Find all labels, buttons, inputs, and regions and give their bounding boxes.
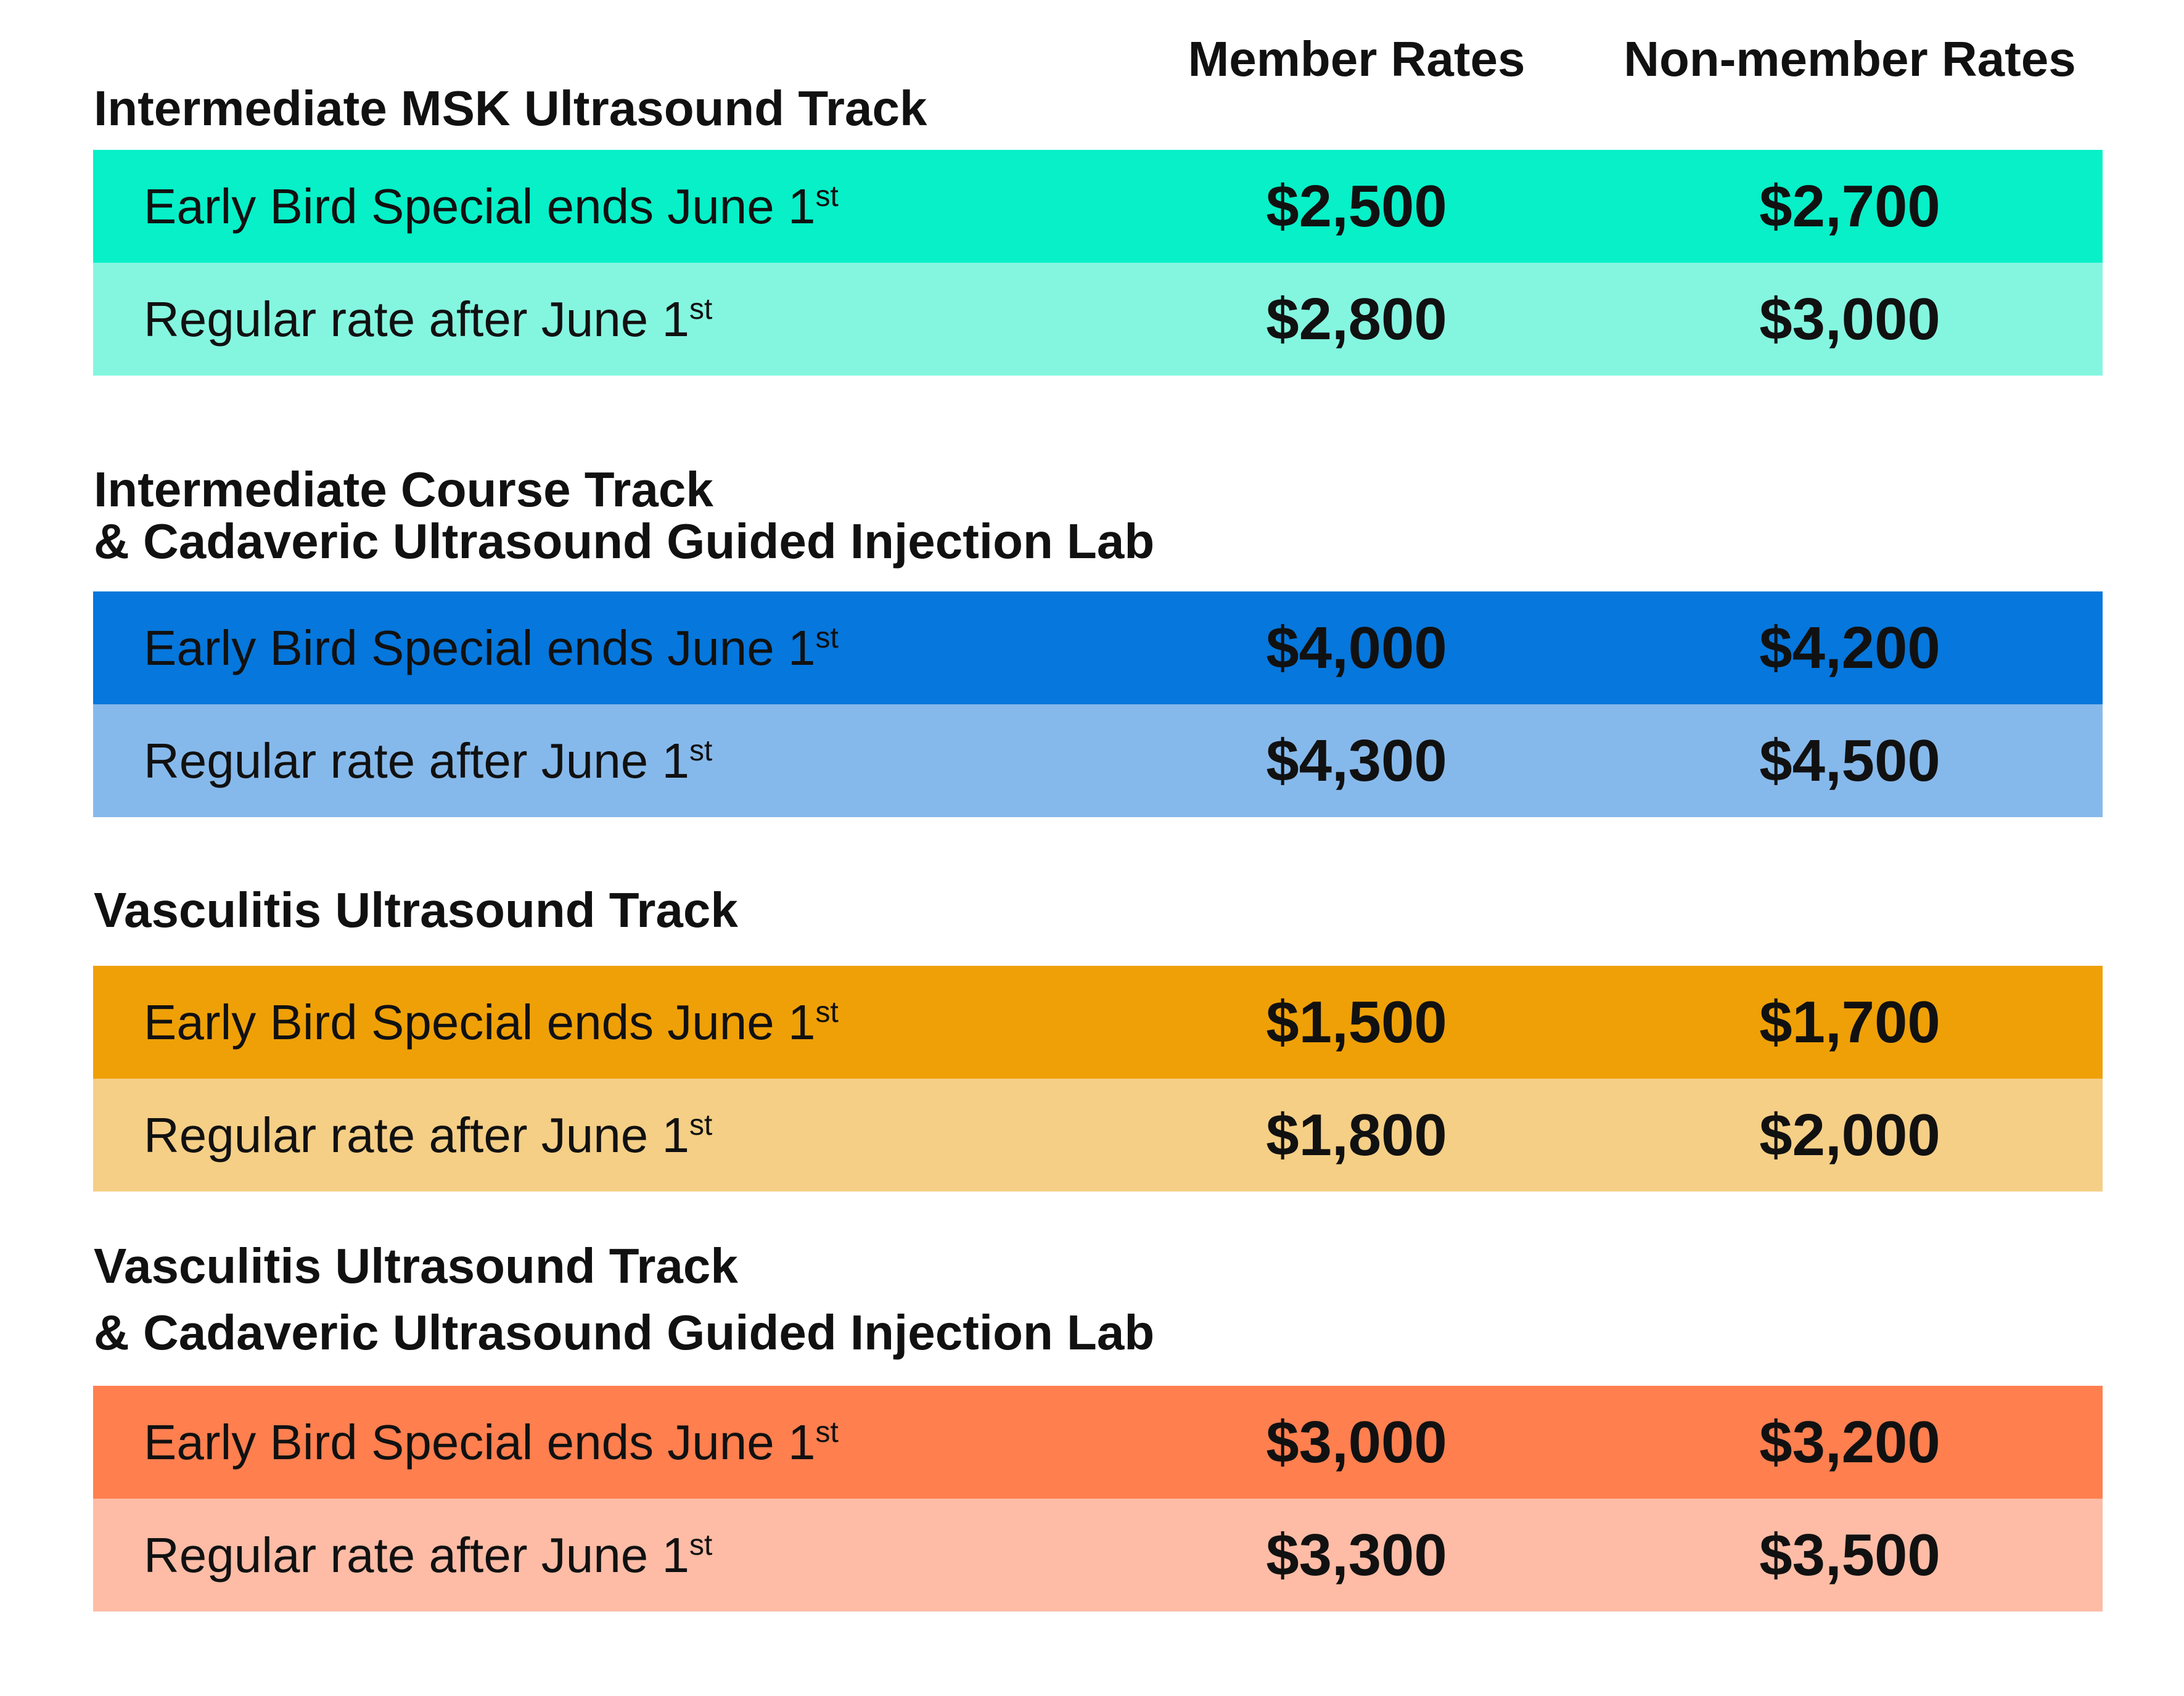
section-title-msk-track: Intermediate MSK Ultrasound Track [94,78,927,139]
nonmember-price: $4,200 [1759,615,1940,681]
member-price: $2,800 [1266,286,1447,352]
rate-row-early-bird: Early Bird Special ends June 1st $1,500 … [93,966,2103,1079]
rate-label: Regular rate after June 1st [144,1108,713,1163]
member-rates-header: Member Rates [1188,31,1525,86]
rate-label: Early Bird Special ends June 1st [144,1415,839,1470]
section-title-vasculitis-cadaveric: Vasculitis Ultrasound Track & Cadaveric … [94,1233,1154,1366]
rate-label: Regular rate after June 1st [144,292,713,347]
member-price: $1,500 [1266,989,1447,1055]
nonmember-rates-header: Non-member Rates [1624,31,2076,86]
section-title-line: & Cadaveric Ultrasound Guided Injection … [94,1305,1155,1360]
nonmember-price: $4,500 [1759,728,1940,794]
section-title-line: Intermediate Course Track [94,462,713,517]
nonmember-price: $3,500 [1759,1522,1940,1588]
section-title-course-cadaveric: Intermediate Course Track & Cadaveric Ul… [94,464,1154,567]
section-title-line: Vasculitis Ultrasound Track [94,1238,738,1293]
rate-row-regular: Regular rate after June 1st $3,300 $3,50… [93,1499,2103,1612]
member-price: $4,300 [1266,728,1447,794]
rate-row-early-bird: Early Bird Special ends June 1st $4,000 … [93,591,2103,704]
nonmember-price: $2,700 [1759,173,1940,239]
member-price: $2,500 [1266,173,1447,239]
member-price: $3,000 [1266,1409,1447,1475]
nonmember-price: $1,700 [1759,989,1940,1055]
section-title-vasculitis-track: Vasculitis Ultrasound Track [94,879,738,941]
section-title-line: & Cadaveric Ultrasound Guided Injection … [94,514,1155,569]
rate-row-early-bird: Early Bird Special ends June 1st $3,000 … [93,1386,2103,1499]
rate-label: Early Bird Special ends June 1st [144,179,839,234]
nonmember-price: $2,000 [1759,1102,1940,1168]
section-title-line: Vasculitis Ultrasound Track [94,883,738,937]
nonmember-price: $3,200 [1759,1409,1940,1475]
rate-row-regular: Regular rate after June 1st $2,800 $3,00… [93,263,2103,376]
rate-row-regular: Regular rate after June 1st $1,800 $2,00… [93,1079,2103,1192]
rate-label: Early Bird Special ends June 1st [144,620,839,675]
rate-label: Regular rate after June 1st [144,733,713,788]
rate-label: Regular rate after June 1st [144,1528,713,1583]
nonmember-price: $3,000 [1759,286,1940,352]
rate-row-early-bird: Early Bird Special ends June 1st $2,500 … [93,150,2103,263]
member-price: $4,000 [1266,615,1447,681]
section-title-line: Intermediate MSK Ultrasound Track [94,81,927,136]
member-price: $3,300 [1266,1522,1447,1588]
rate-row-regular: Regular rate after June 1st $4,300 $4,50… [93,704,2103,817]
member-price: $1,800 [1266,1102,1447,1168]
rate-label: Early Bird Special ends June 1st [144,995,839,1050]
